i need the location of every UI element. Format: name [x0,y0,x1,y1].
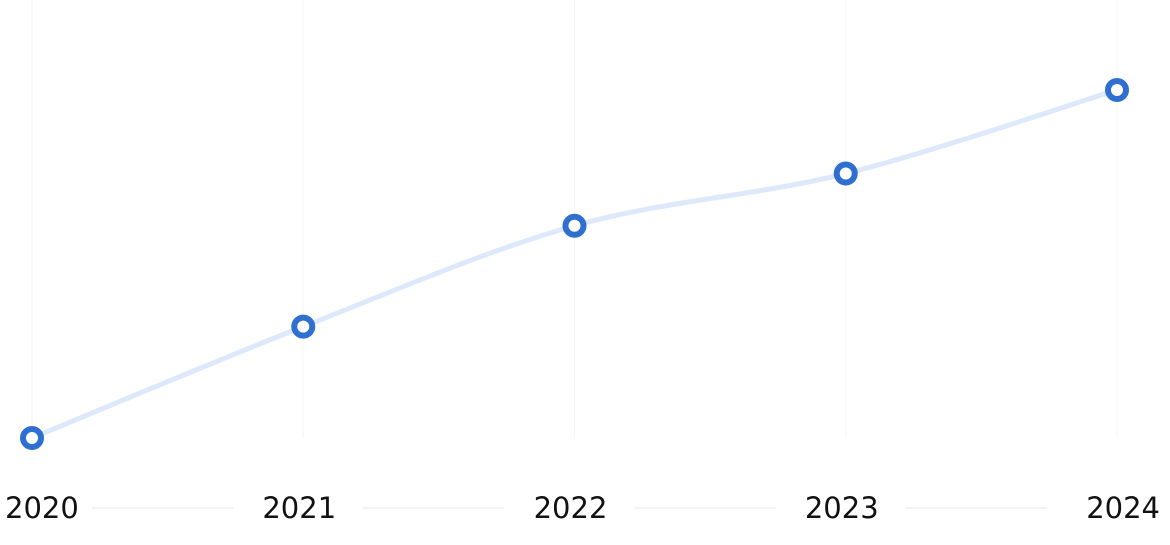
point [562,213,587,238]
x-tick-label: 2022 [534,491,608,525]
point [20,426,44,450]
point [833,161,858,186]
x-tick-label: 2021 [262,491,336,525]
point [291,314,316,339]
x-tick-label: 2020 [5,491,79,525]
x-tick-label: 2024 [1086,491,1160,525]
x-tick-label: 2023 [805,491,879,525]
point [1105,78,1129,102]
